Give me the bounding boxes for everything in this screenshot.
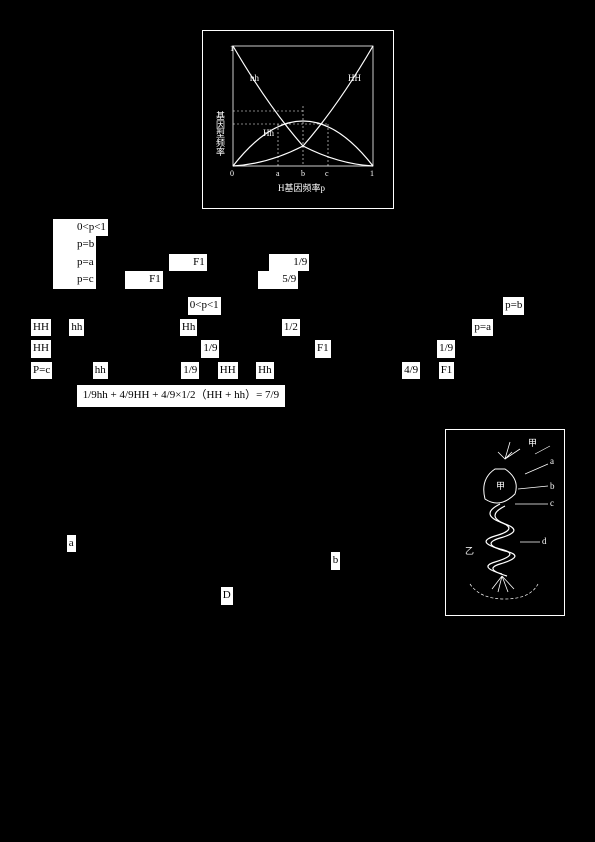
curve-label-HH: HH [348, 73, 361, 83]
q1-text-3b [210, 256, 265, 268]
tok-pb2: p=b [503, 297, 524, 315]
tok-HH3: HH [218, 362, 238, 380]
x-axis-label: H基因频率p [278, 182, 325, 193]
anatomy-svg: 甲 a 甲 b c d 乙 [450, 434, 560, 604]
genetics-chart: hh HH Hh 0 a b c 1 1 H基因频率p 基因型频率 [202, 30, 394, 209]
q2-tok-b: b [331, 552, 341, 570]
tok-F1c: F1 [439, 362, 455, 380]
x-tick-c: c [325, 169, 329, 178]
q2-tok-a: a [67, 535, 76, 553]
chart-svg: hh HH Hh 0 a b c 1 1 H基因频率p 基因型频率 [208, 36, 388, 196]
x-tick-a: a [276, 169, 280, 178]
analysis-line-3: HH 1/9 F1 1/9 [30, 340, 565, 358]
tok-19c: 1/9 [437, 340, 455, 358]
tok-hh2: hh [93, 362, 108, 380]
tok-Hh3: Hh [256, 362, 273, 380]
label-b: b [550, 481, 555, 491]
tok-19d: 1/9 [181, 362, 199, 380]
tok-49: 4/9 [402, 362, 420, 380]
q2-tok-D: D [221, 587, 233, 605]
tok-Hh: Hh [180, 319, 197, 337]
question-block-1: 0<p<1 p=b p=a F1 1/9 p=c F1 5/9 [30, 219, 565, 289]
tok-12: 1/2 [282, 319, 300, 337]
chart-container: hh HH Hh 0 a b c 1 1 H基因频率p 基因型频率 [30, 30, 565, 209]
analysis-formula-line: 1/9hh + 4/9HH + 4/9×1/2（HH + hh）= 7/9 [30, 383, 565, 409]
anatomy-figure: 甲 a 甲 b c d 乙 [445, 429, 565, 616]
token-f1: F1 [169, 254, 207, 272]
q1-item-2: p=b [30, 236, 565, 254]
q1-text-4b [166, 273, 254, 285]
token-19: 1/9 [269, 254, 309, 272]
tok-Pc: P=c [31, 362, 52, 380]
q1-item-4: p=c F1 5/9 [30, 271, 565, 289]
q1-item-1: 0<p<1 [30, 219, 565, 237]
tok-0p1: 0<p<1 [188, 297, 221, 315]
token-59: 5/9 [258, 271, 298, 289]
token-f1-2: F1 [125, 271, 163, 289]
label-jia: 甲 [528, 438, 537, 448]
formula: 1/9hh + 4/9HH + 4/9×1/2（HH + hh）= 7/9 [77, 385, 285, 407]
x-tick-1: 1 [370, 169, 374, 178]
token-pa: p=a [53, 254, 96, 272]
label-jia2: 甲 [496, 481, 505, 491]
curve-label-hh: hh [250, 73, 260, 83]
x-tick-0: 0 [230, 169, 234, 178]
tok-HH2: HH [31, 340, 51, 358]
tok-pa2: p=a [472, 319, 493, 337]
label-a: a [550, 456, 554, 466]
token-pb: p=b [53, 236, 96, 254]
label-yi: 乙 [465, 546, 474, 556]
analysis-line-1: 0<p<1 p=b [30, 297, 565, 315]
tok-hh: hh [69, 319, 84, 337]
analysis-line-4: P=c hh 1/9 HH Hh 4/9 F1 [30, 362, 565, 380]
label-d: d [542, 536, 547, 546]
analysis-line-2: HH hh Hh 1/2 p=a [30, 319, 565, 337]
tok-19b: 1/9 [201, 340, 219, 358]
tok-HH: HH [31, 319, 51, 337]
token-range: 0<p<1 [53, 219, 108, 237]
q1-text-3a [99, 256, 165, 268]
svg-text:1: 1 [230, 44, 234, 53]
section-2: 甲 a 甲 b c d 乙 [30, 429, 565, 609]
tok-F1b: F1 [315, 340, 331, 358]
curve-label-Hh: Hh [263, 128, 274, 138]
analysis-block: 0<p<1 p=b HH hh Hh 1/2 p=a HH 1/9 F1 [30, 297, 565, 409]
y-axis-label: 基因型频率 [215, 110, 225, 157]
token-pc: p=c [53, 271, 96, 289]
label-c: c [550, 498, 554, 508]
q1-text-4a [99, 273, 121, 285]
x-tick-b: b [301, 169, 305, 178]
q1-item-3: p=a F1 1/9 [30, 254, 565, 272]
